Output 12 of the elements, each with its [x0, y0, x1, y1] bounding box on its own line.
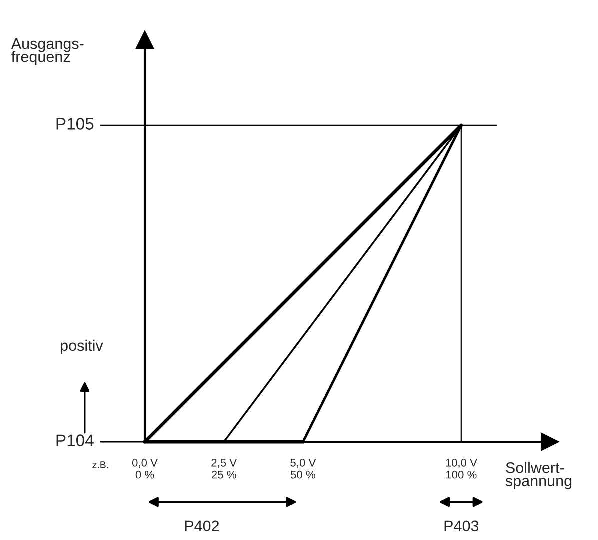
y-axis-title: Ausgangs- frequenz: [11, 38, 84, 66]
x-tick-label: 0,0 V 0 %: [132, 458, 158, 479]
text: positiv: [61, 340, 104, 354]
x-tick-label: 5,0 V 50 %: [290, 458, 316, 479]
text: P105: [56, 118, 94, 130]
text: P403: [444, 520, 479, 532]
x-axis-title: Sollwert- spannung: [506, 462, 572, 490]
text: P402: [185, 520, 220, 532]
x-tick-label: 2,5 V 25 %: [212, 458, 238, 479]
text: z.B.: [92, 462, 108, 468]
text: P104: [56, 434, 94, 446]
x-tick-label: 10,0 V 100 %: [446, 458, 478, 479]
